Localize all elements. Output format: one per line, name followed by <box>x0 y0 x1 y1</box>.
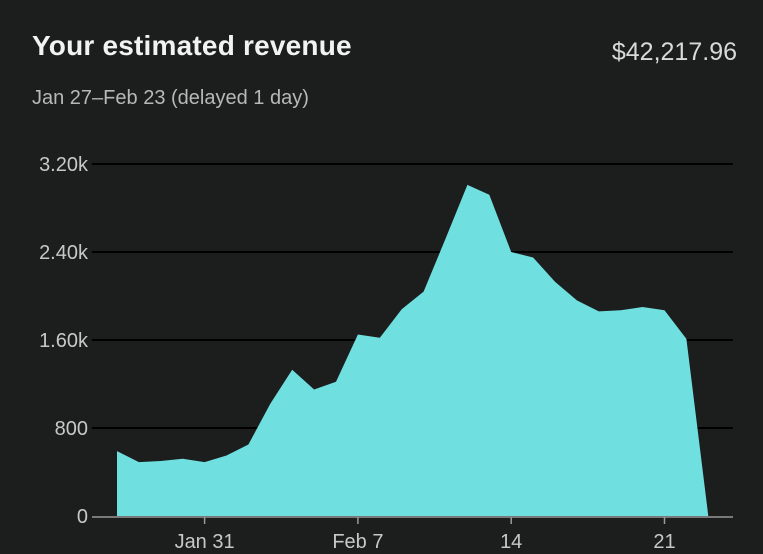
x-tick-label: 21 <box>653 531 675 553</box>
x-tick-label: 14 <box>500 531 522 553</box>
revenue-total: $42,217.96 <box>611 38 737 66</box>
y-tick-label: 2.40k <box>39 242 89 264</box>
y-tick-label: 1.60k <box>39 330 89 352</box>
revenue-area <box>117 184 709 516</box>
y-tick-label: 800 <box>55 418 88 440</box>
card-title: Your estimated revenue <box>32 30 352 61</box>
date-range: Jan 27–Feb 23 (delayed 1 day) <box>32 87 309 109</box>
x-tick-label: Jan 31 <box>175 531 235 553</box>
y-tick-label: 0 <box>77 506 88 528</box>
y-tick-label: 3.20k <box>39 154 89 176</box>
x-tick-label: Feb 7 <box>332 531 383 553</box>
